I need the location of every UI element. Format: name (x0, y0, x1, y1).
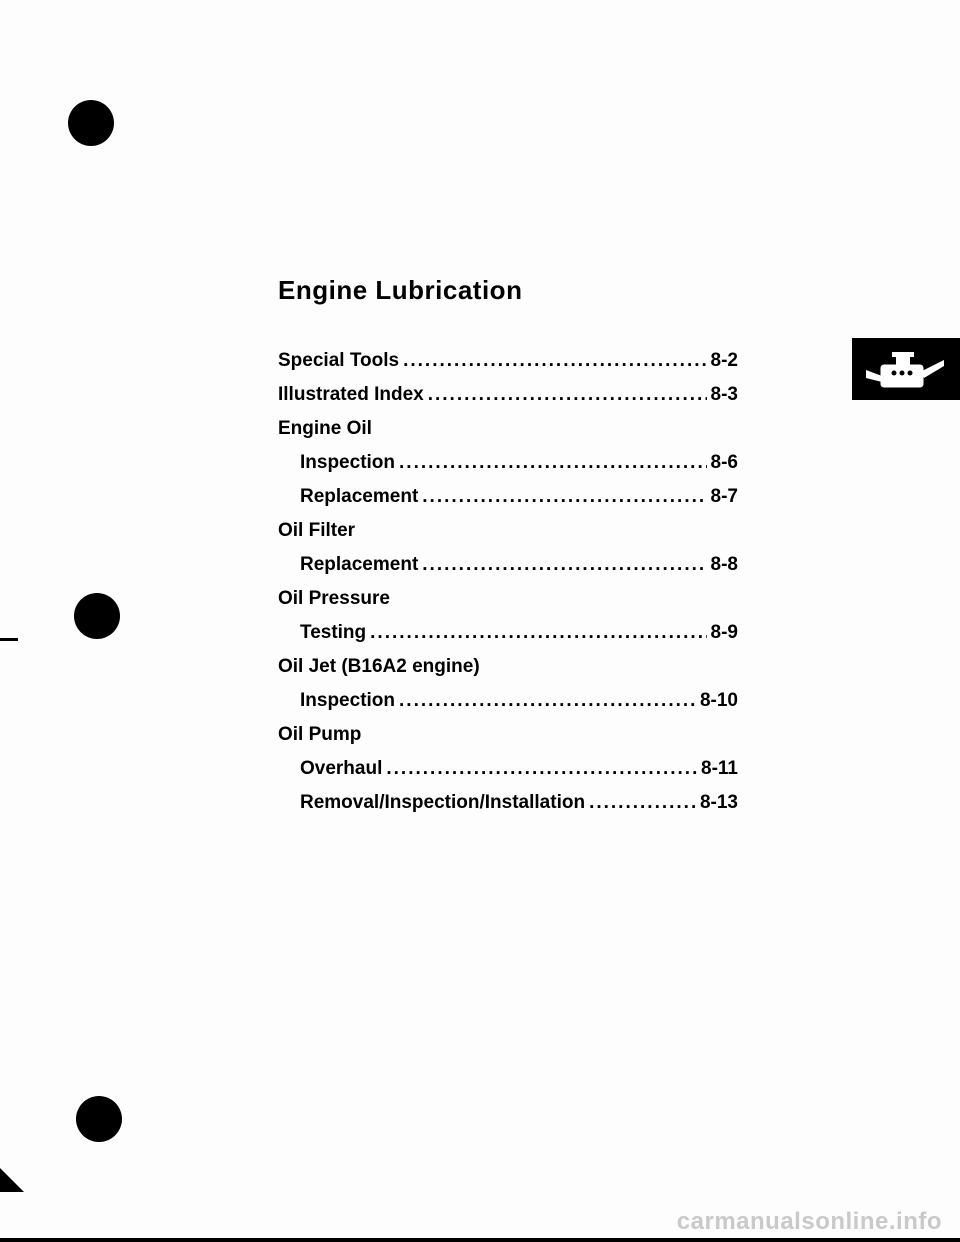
toc-heading: Oil Filter (278, 520, 738, 542)
toc-leader-dots (399, 690, 696, 712)
toc-leader-dots (403, 350, 706, 372)
page-title: Engine Lubrication (278, 275, 738, 306)
toc-label: Inspection (300, 452, 395, 474)
toc-label: Inspection (300, 690, 395, 712)
toc-label: Overhaul (300, 758, 382, 780)
toc-entry: Inspection 8-10 (278, 690, 738, 712)
content-block: Engine Lubrication Special Tools 8-2 Illus… (278, 275, 738, 826)
toc-leader-dots (422, 486, 706, 508)
toc-entry: Replacement 8-8 (278, 554, 738, 576)
toc-entry: Replacement 8-7 (278, 486, 738, 508)
toc-page-number: 8-10 (700, 690, 738, 712)
toc-page-number: 8-8 (711, 554, 738, 576)
toc-leader-dots (399, 452, 707, 474)
punch-hole-bottom (76, 1096, 122, 1142)
toc-heading: Oil Pump (278, 724, 738, 746)
toc-heading: Engine Oil (278, 418, 738, 440)
toc-leader-dots (589, 792, 696, 814)
toc-label: Replacement (300, 486, 418, 508)
toc-label: Testing (300, 622, 366, 644)
toc-page-number: 8-11 (701, 758, 738, 780)
toc-label: Illustrated Index (278, 384, 424, 406)
toc-entry: Removal/Inspection/Installation 8-13 (278, 792, 738, 814)
watermark-text: carmanualsonline.info (677, 1208, 942, 1236)
toc-leader-dots (370, 622, 706, 644)
toc-entry: Special Tools 8-2 (278, 350, 738, 372)
oil-can-icon (852, 338, 960, 400)
toc-page-number: 8-6 (711, 452, 738, 474)
toc-entry: Inspection 8-6 (278, 452, 738, 474)
section-tab (852, 338, 960, 400)
toc-entry: Illustrated Index 8-3 (278, 384, 738, 406)
toc-page-number: 8-7 (711, 486, 738, 508)
toc-label: Special Tools (278, 350, 399, 372)
document-page: Engine Lubrication Special Tools 8-2 Illus… (0, 0, 960, 1242)
toc-label: Replacement (300, 554, 418, 576)
punch-hole-middle (74, 593, 120, 639)
table-of-contents: Special Tools 8-2 Illustrated Index 8-3 Engi… (278, 350, 738, 814)
toc-page-number: 8-3 (711, 384, 738, 406)
toc-leader-dots (386, 758, 697, 780)
punch-hole-top (68, 100, 114, 146)
toc-leader-dots (422, 554, 706, 576)
toc-leader-dots (428, 384, 707, 406)
edge-tick (0, 638, 18, 641)
toc-page-number: 8-2 (711, 350, 738, 372)
toc-page-number: 8-13 (700, 792, 738, 814)
toc-entry: Testing 8-9 (278, 622, 738, 644)
toc-page-number: 8-9 (711, 622, 738, 644)
toc-label: Removal/Inspection/Installation (300, 792, 585, 814)
toc-heading: Oil Jet (B16A2 engine) (278, 656, 738, 678)
toc-entry: Overhaul 8-11 (278, 758, 738, 780)
bottom-edge (0, 1238, 960, 1242)
toc-heading: Oil Pressure (278, 588, 738, 610)
corner-mark (0, 1168, 24, 1192)
